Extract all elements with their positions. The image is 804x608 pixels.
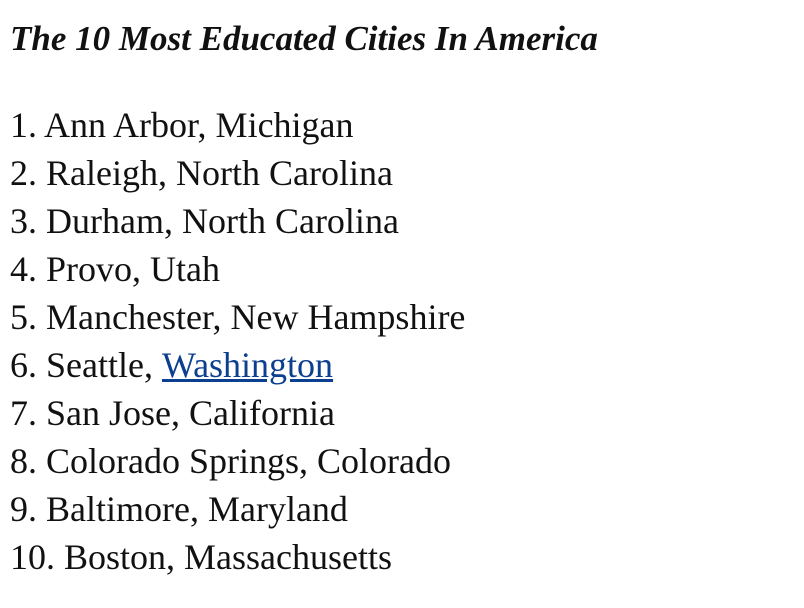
list-item: 7. San Jose, California [10,389,465,437]
list-item: 4. Provo, Utah [10,245,465,293]
item-text: 10. Boston, Massachusetts [10,537,392,577]
list-item: 3. Durham, North Carolina [10,197,465,245]
item-text: 2. Raleigh, North Carolina [10,153,393,193]
list-item: 2. Raleigh, North Carolina [10,149,465,197]
list-item: 1. Ann Arbor, Michigan [10,101,465,149]
item-text: 7. San Jose, California [10,393,335,433]
list-item: 5. Manchester, New Hampshire [10,293,465,341]
item-text: 1. Ann Arbor, Michigan [10,105,354,145]
item-text: 3. Durham, North Carolina [10,201,399,241]
item-text: 5. Manchester, New Hampshire [10,297,466,337]
item-text: 4. Provo, Utah [10,249,220,289]
city-list: 1. Ann Arbor, Michigan 2. Raleigh, North … [10,101,465,581]
item-text: 6. Seattle, [10,345,153,385]
item-link[interactable]: Washington [161,345,334,385]
list-item: 8. Colorado Springs, Colorado [10,437,465,485]
list-item: 6. Seattle, Washington [10,341,465,389]
item-text: 9. Baltimore, Maryland [10,489,348,529]
list-item: 10. Boston, Massachusetts [10,533,465,581]
list-item: 9. Baltimore, Maryland [10,485,465,533]
article-title: The 10 Most Educated Cities In America [10,19,598,58]
item-text: 8. Colorado Springs, Colorado [10,441,451,481]
